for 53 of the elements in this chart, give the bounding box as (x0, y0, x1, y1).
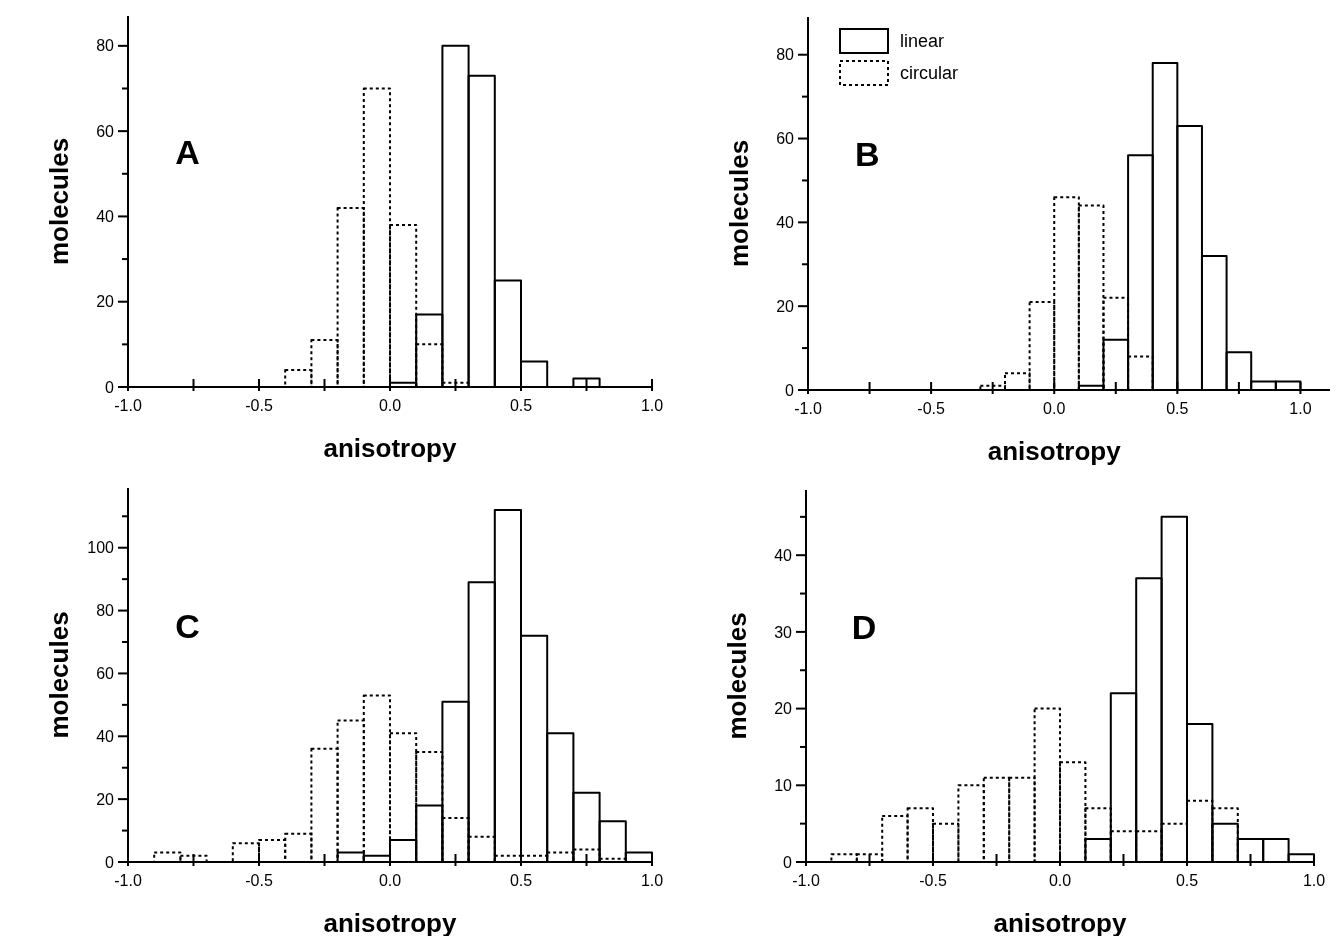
y-tick-label: 0 (783, 853, 793, 871)
x-tick-label: -1.0 (114, 872, 142, 889)
y-tick-label: 40 (96, 727, 115, 745)
annotation: D (851, 607, 877, 646)
x-tick-label: 1.0 (640, 872, 664, 889)
y-axis-title: molecules (722, 612, 752, 740)
y-tick-label: 0 (105, 853, 115, 871)
y-tick-label: 20 (96, 293, 115, 311)
annotation: B (854, 135, 880, 174)
x-tick-label: 1.0 (1289, 400, 1312, 417)
y-axis-title: molecules (724, 139, 754, 268)
y-tick-label: 0 (105, 378, 115, 396)
x-tick-label: -0.5 (919, 872, 947, 889)
x-tick-label: -1.0 (794, 400, 822, 417)
annotation: C (175, 606, 200, 645)
y-tick-label: 40 (776, 213, 795, 231)
y-tick-label: 60 (96, 122, 115, 140)
x-tick-label: 0.0 (1048, 872, 1072, 889)
x-tick-label: 1.0 (640, 397, 664, 414)
y-tick-label: 10 (774, 776, 793, 794)
annotation: A (175, 133, 200, 172)
y-tick-label: 40 (96, 208, 115, 226)
x-tick-label: -0.5 (245, 872, 273, 889)
x-tick-label: -1.0 (114, 397, 142, 414)
x-tick-label: 0.5 (1166, 400, 1189, 417)
x-tick-label: 0.0 (1043, 400, 1066, 417)
y-axis-title: molecules (44, 611, 74, 739)
y-axis-title: molecules (44, 137, 74, 266)
legend-label: linear (900, 31, 945, 51)
y-tick-label: 20 (774, 700, 793, 718)
y-tick-label: 40 (774, 546, 793, 564)
y-tick-label: 80 (96, 37, 115, 55)
y-tick-label: 30 (774, 623, 793, 641)
x-tick-label: 1.0 (1302, 872, 1326, 889)
x-tick-label: 0.0 (378, 872, 402, 889)
y-tick-label: 20 (96, 790, 115, 808)
y-tick-label: 100 (87, 539, 115, 557)
y-tick-label: 0 (785, 381, 795, 399)
y-tick-label: 80 (96, 602, 115, 620)
y-tick-label: 60 (776, 130, 795, 148)
y-tick-label: 60 (96, 665, 115, 683)
x-tick-label: 0.0 (378, 397, 402, 414)
x-axis-title: anisotropy (987, 436, 1122, 466)
y-tick-label: 80 (776, 46, 795, 64)
x-axis-title: anisotropy (323, 433, 457, 463)
legend-label: circular (900, 63, 959, 83)
x-tick-label: -0.5 (245, 397, 273, 414)
x-tick-label: -1.0 (792, 872, 820, 889)
x-tick-label: 0.5 (509, 397, 533, 414)
x-tick-label: 0.5 (509, 872, 533, 889)
y-tick-label: 20 (776, 297, 795, 315)
x-tick-label: 0.5 (1175, 872, 1199, 889)
x-tick-label: -0.5 (917, 400, 945, 417)
